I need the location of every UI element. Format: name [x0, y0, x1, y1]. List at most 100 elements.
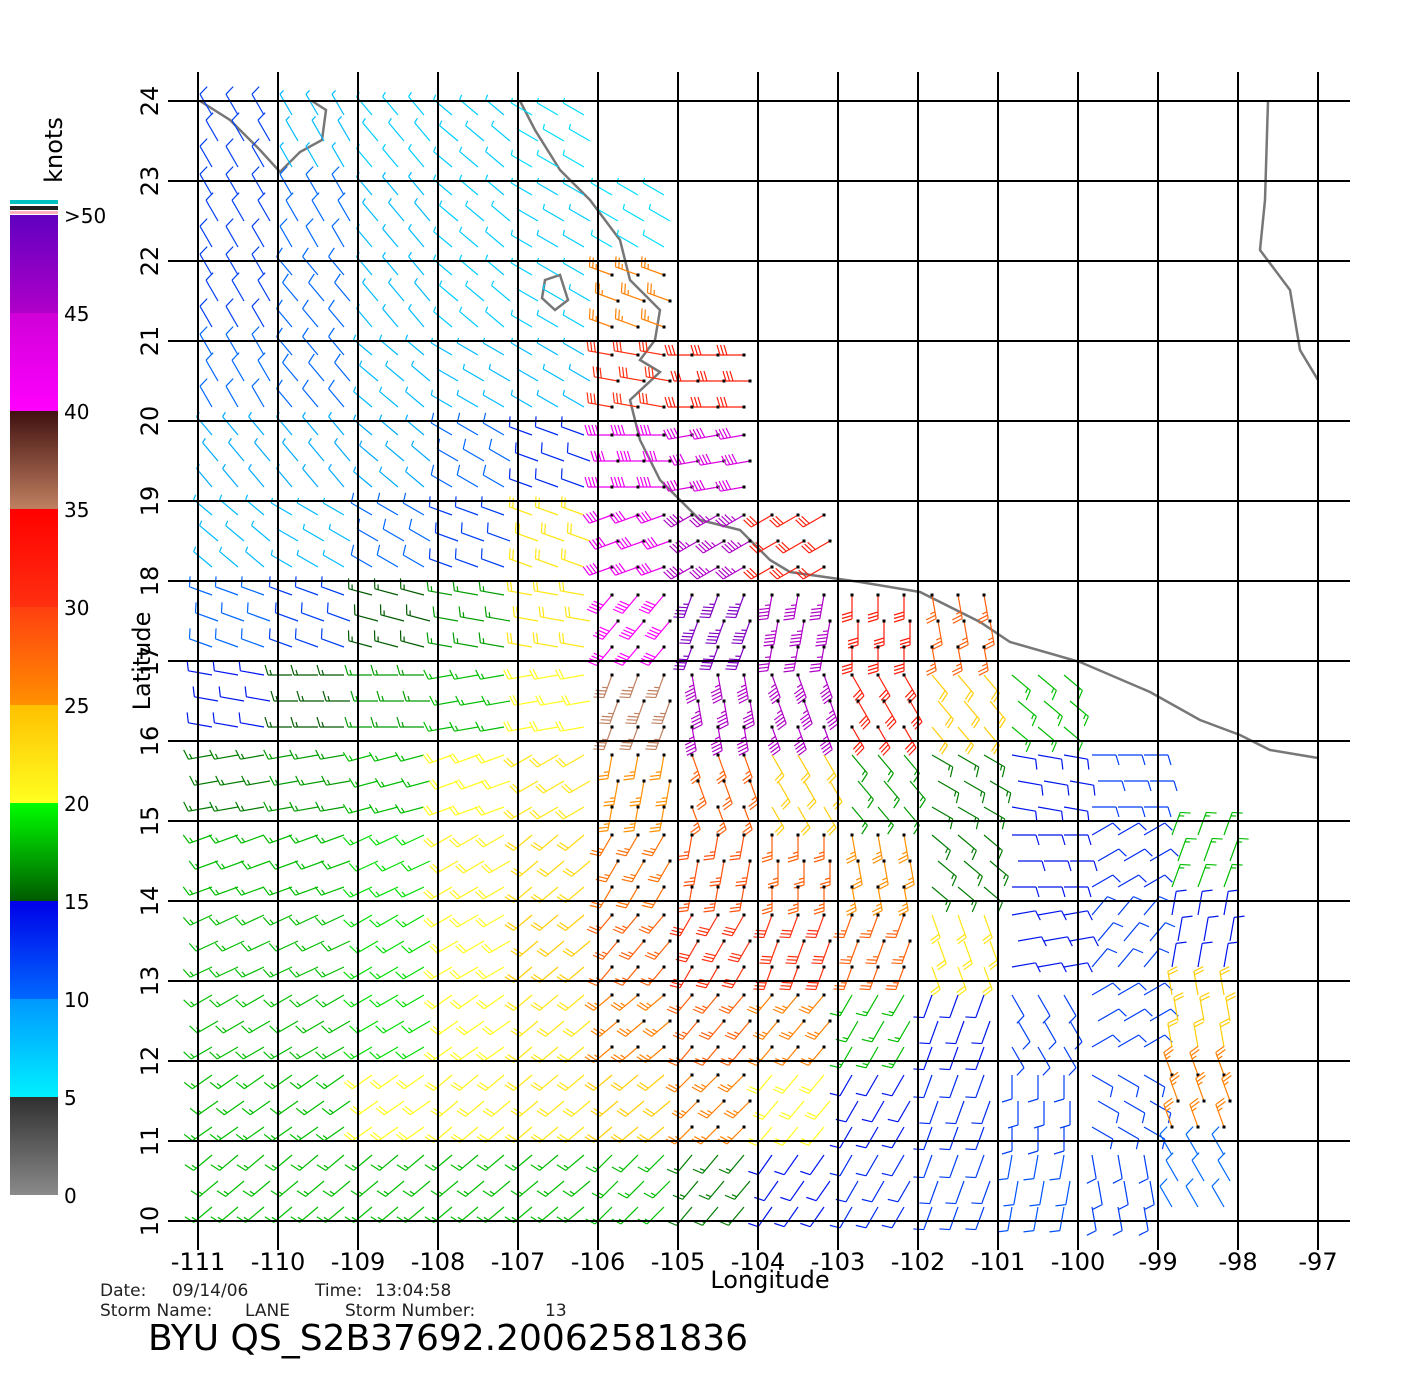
wind-barb: [321, 775, 351, 786]
wind-barb: [1037, 994, 1051, 1024]
wind-barb: [235, 1046, 265, 1060]
wind-barb: [482, 412, 505, 436]
wind-barb: [209, 1074, 239, 1090]
barb-station: [742, 593, 746, 597]
wind-barb: [374, 860, 405, 872]
wind-barb: [368, 886, 399, 898]
wind-barb: [1011, 754, 1038, 770]
wind-barb: [873, 621, 885, 649]
wind-barb: [369, 1126, 399, 1142]
wind-barb: [819, 674, 833, 705]
wind-barb: [485, 306, 505, 328]
wind-barb: [388, 197, 405, 222]
barb-station: [742, 833, 746, 837]
colorbar-tick-label: 35: [64, 498, 89, 522]
wind-barb: [450, 1154, 479, 1171]
wind-barb: [368, 834, 399, 846]
wind-barb: [510, 940, 539, 957]
wind-barb: [362, 117, 379, 142]
barb-station: [802, 939, 806, 943]
wind-barb: [1199, 992, 1211, 1022]
barb-station: [882, 939, 886, 943]
barb-station: [850, 645, 854, 649]
wind-barb: [1197, 889, 1213, 916]
x-tick-label: -101: [971, 1248, 1025, 1276]
wind-barb: [208, 834, 239, 844]
wind-barb: [833, 914, 853, 939]
wind-barb: [971, 1020, 991, 1045]
wind-barb: [562, 229, 585, 248]
barb-station: [690, 593, 694, 597]
wind-barb: [433, 174, 453, 196]
wind-barb: [586, 594, 613, 614]
wind-barb: [400, 860, 431, 872]
barb-station: [610, 405, 614, 409]
barb-station: [1228, 1099, 1232, 1103]
wind-barb: [485, 94, 505, 116]
barb-station: [690, 405, 694, 409]
wind-barb: [285, 116, 299, 142]
wind-barb: [1167, 966, 1179, 996]
barb-station: [636, 513, 640, 517]
wind-barb: [199, 520, 219, 542]
wind-barb: [666, 1154, 693, 1174]
wind-barb: [646, 282, 671, 302]
wind-barb: [615, 834, 639, 857]
wind-barb: [757, 594, 773, 621]
wind-barb: [698, 1180, 725, 1200]
wind-barb: [459, 254, 479, 276]
wind-barb: [939, 1074, 959, 1099]
barb-station: [796, 833, 800, 837]
wind-barb: [1091, 822, 1121, 836]
wind-barb: [591, 1180, 619, 1199]
barb-station: [642, 299, 646, 303]
barb-station: [770, 565, 774, 569]
wind-barb: [845, 834, 857, 864]
y-tick-label: 15: [136, 806, 164, 837]
wind-barb: [491, 200, 511, 222]
wind-barb: [644, 366, 671, 382]
wind-barb: [689, 514, 719, 528]
barb-station: [610, 753, 614, 757]
wind-barb: [322, 690, 350, 702]
wind-barb: [540, 522, 565, 542]
wind-barb: [405, 466, 425, 488]
wind-barb: [584, 994, 613, 1011]
wind-barb: [455, 695, 485, 706]
wind-barb: [282, 437, 299, 462]
wind-barb: [248, 411, 265, 436]
wind-barb: [199, 326, 213, 356]
wind-barb: [362, 277, 379, 302]
wind-barb: [1112, 1206, 1123, 1236]
wind-barb: [542, 123, 565, 142]
wind-barb: [370, 716, 398, 728]
wind-barb: [690, 396, 718, 408]
wind-barb: [871, 886, 883, 916]
wind-barb: [798, 1126, 825, 1146]
wind-barb: [1097, 1100, 1120, 1124]
wind-barb: [236, 1154, 265, 1171]
wind-barb: [695, 540, 725, 554]
barb-station: [696, 539, 700, 543]
wind-barb: [215, 775, 245, 786]
wind-barb: [510, 229, 533, 248]
wind-barb: [1229, 837, 1249, 862]
wind-barb: [430, 412, 453, 436]
wind-barb: [225, 218, 239, 248]
wind-barb: [331, 166, 345, 196]
wind-barb: [429, 860, 459, 874]
wind-barb: [222, 463, 239, 488]
barb-station: [908, 699, 912, 703]
wind-barb: [1193, 1018, 1205, 1048]
wind-barb: [294, 940, 325, 952]
wind-barb: [428, 779, 459, 790]
wind-barb: [1049, 1154, 1065, 1181]
wind-barb: [562, 309, 585, 328]
barb-station: [716, 565, 720, 569]
barb-station: [776, 619, 780, 623]
wind-barb: [773, 700, 787, 731]
barb-station: [802, 1019, 806, 1023]
wind-barb: [190, 1180, 219, 1197]
barb-station: [822, 965, 826, 969]
wind-barb: [251, 326, 265, 356]
